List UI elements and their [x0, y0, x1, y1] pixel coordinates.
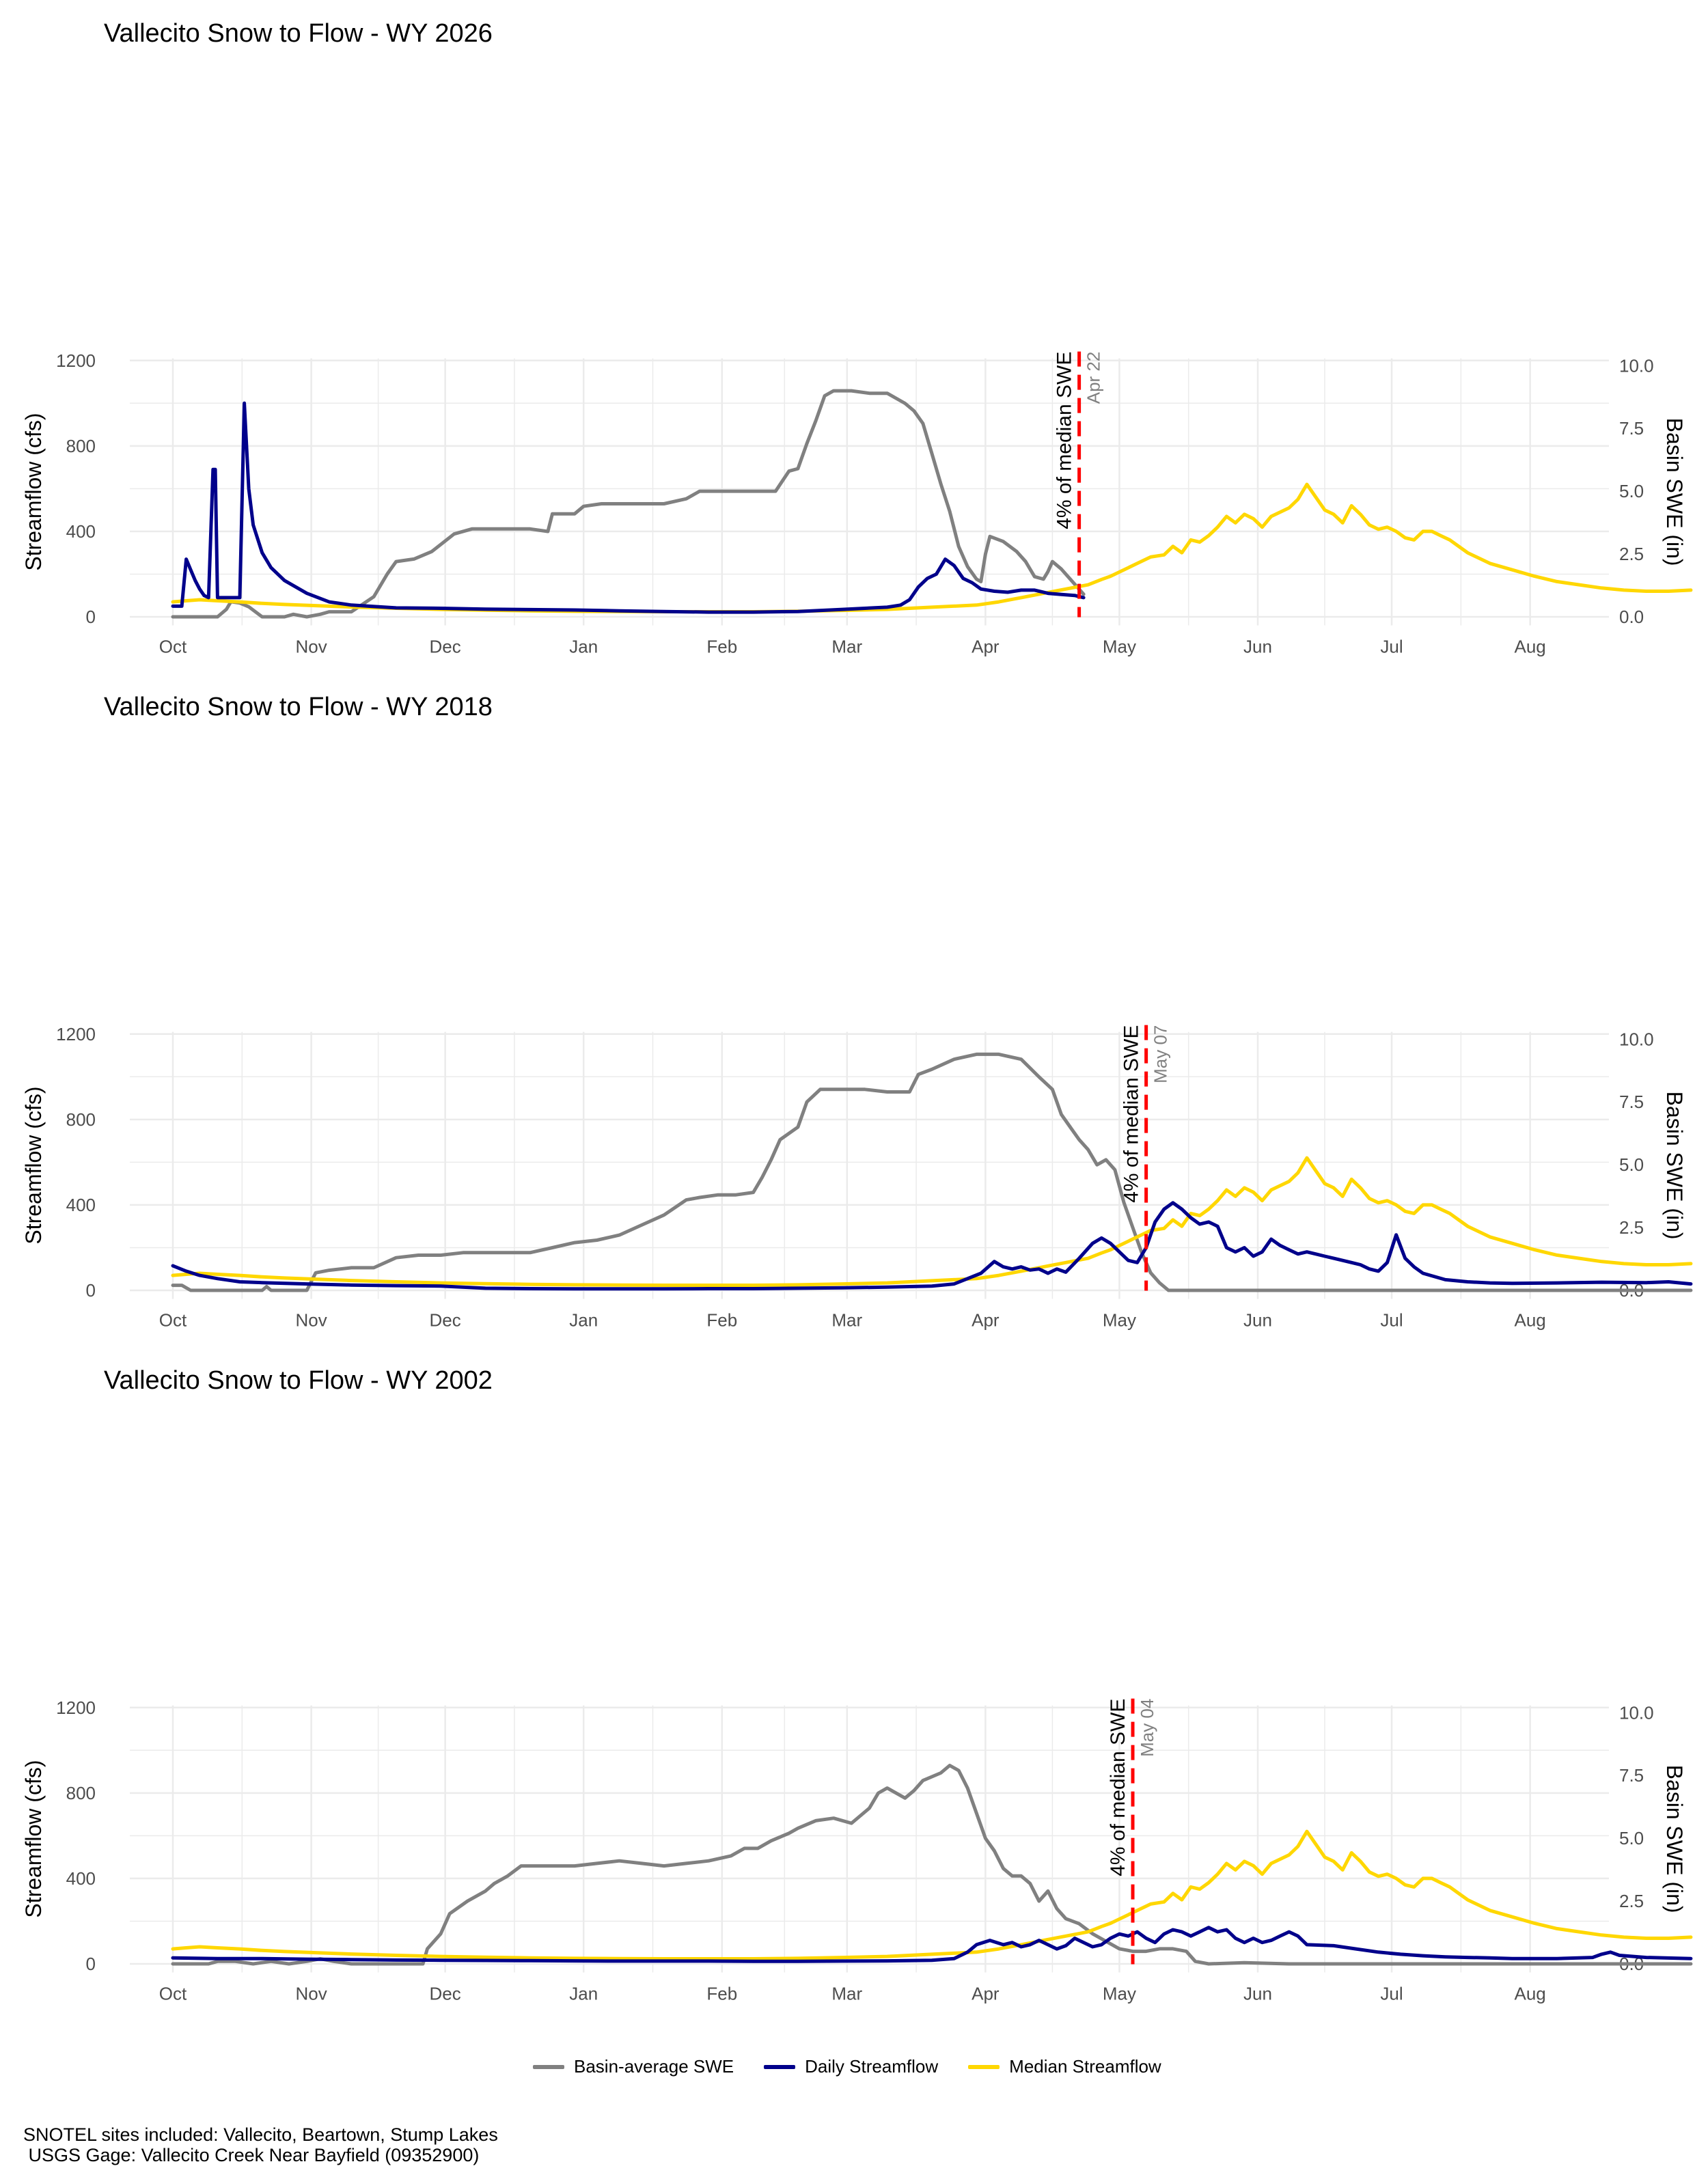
- x-tick-label-0-5: Mar: [831, 637, 862, 657]
- y2-tick-label-0-0: 0.0: [1619, 607, 1644, 627]
- x-tick-label-0-6: Apr: [972, 637, 1000, 657]
- x-tick-label-1-4: Feb: [706, 1310, 737, 1331]
- x-tick-label-1-6: Apr: [972, 1310, 1000, 1331]
- daily-streamflow-line-1: [171, 1201, 1693, 1291]
- x-tick-label-1-10: Aug: [1515, 1310, 1546, 1331]
- y-tick-label-0-3: 1200: [56, 350, 96, 371]
- marker-label-2: 4% of median SWE: [1107, 1699, 1129, 1876]
- legend-item-daily: Daily Streamflow: [764, 2056, 938, 2077]
- y-tick-label-1-0: 0: [86, 1280, 96, 1301]
- x-tick-label-0-2: Dec: [430, 637, 461, 657]
- x-tick-label-1-7: May: [1103, 1310, 1136, 1331]
- x-tick-label-2-7: May: [1103, 1984, 1136, 2004]
- median-streamflow-line-2: [171, 1829, 1693, 1960]
- x-tick-label-2-8: Jun: [1243, 1984, 1272, 2004]
- x-tick-label-0-0: Oct: [159, 637, 187, 657]
- median-streamflow-line-0: [171, 482, 1693, 613]
- x-tick-label-1-2: Dec: [430, 1310, 461, 1331]
- panel-title-wy2002: Vallecito Snow to Flow - WY 2002: [104, 1366, 493, 1395]
- x-tick-label-0-1: Nov: [295, 637, 327, 657]
- panel-title-wy2018: Vallecito Snow to Flow - WY 2018: [104, 693, 493, 721]
- y2-tick-label-0-3: 7.5: [1619, 418, 1644, 439]
- x-tick-label-1-3: Jan: [569, 1310, 598, 1331]
- x-tick-label-2-4: Feb: [706, 1984, 737, 2004]
- y2-tick-label-1-2: 5.0: [1619, 1154, 1644, 1175]
- marker-label-1: 4% of median SWE: [1120, 1025, 1143, 1203]
- x-tick-label-1-5: Mar: [831, 1310, 862, 1331]
- x-tick-label-2-5: Mar: [831, 1984, 862, 2004]
- y-tick-label-0-2: 800: [66, 436, 96, 456]
- y2-tick-label-2-3: 7.5: [1619, 1765, 1644, 1786]
- x-tick-label-2-3: Jan: [569, 1984, 598, 2004]
- x-tick-label-0-3: Jan: [569, 637, 598, 657]
- x-tick-label-2-1: Nov: [295, 1984, 327, 2004]
- y-axis-title-0: Streamflow (cfs): [21, 413, 46, 571]
- legend-label-median: Median Streamflow: [1009, 2056, 1161, 2077]
- x-tick-label-2-2: Dec: [430, 1984, 461, 2004]
- caption-snotel: SNOTEL sites included: Vallecito, Bearto…: [23, 2124, 498, 2145]
- legend-item-median: Median Streamflow: [968, 2056, 1161, 2077]
- median-streamflow-line-1: [171, 1156, 1693, 1287]
- y-tick-label-1-2: 800: [66, 1109, 96, 1130]
- y-tick-label-2-0: 0: [86, 1954, 96, 1974]
- y2-tick-label-2-1: 2.5: [1619, 1891, 1644, 1911]
- legend-swatch-swe: [533, 2064, 564, 2069]
- y-tick-label-1-3: 1200: [56, 1024, 96, 1044]
- x-tick-label-2-6: Apr: [972, 1984, 1000, 2004]
- x-tick-label-1-0: Oct: [159, 1310, 187, 1331]
- swe-line-0: [171, 389, 1086, 619]
- legend-item-swe: Basin-average SWE: [533, 2056, 734, 2077]
- legend-label-daily: Daily Streamflow: [805, 2056, 939, 2077]
- marker-label-0: 4% of median SWE: [1053, 352, 1076, 529]
- x-tick-label-2-10: Aug: [1515, 1984, 1546, 2004]
- x-tick-label-0-10: Aug: [1515, 637, 1546, 657]
- marker-date-2: May 04: [1137, 1699, 1157, 1757]
- swe-line-1: [171, 1052, 1693, 1292]
- y-tick-label-1-1: 400: [66, 1195, 96, 1215]
- y2-tick-label-2-2: 5.0: [1619, 1828, 1644, 1848]
- swe-line-2: [171, 1764, 1693, 1966]
- legend: Basin-average SWE Daily Streamflow Media…: [533, 2056, 1161, 2077]
- legend-swatch-daily: [764, 2064, 796, 2069]
- y2-tick-label-0-4: 10.0: [1619, 355, 1654, 376]
- x-tick-label-2-0: Oct: [159, 1984, 187, 2004]
- marker-date-1: May 07: [1151, 1025, 1171, 1083]
- y2-axis-title-2: Basin SWE (in): [1662, 1765, 1687, 1913]
- daily-streamflow-line-0: [171, 401, 1086, 614]
- x-tick-label-0-9: Jul: [1380, 637, 1403, 657]
- y2-tick-label-1-1: 2.5: [1619, 1217, 1644, 1238]
- y2-axis-title-1: Basin SWE (in): [1662, 1092, 1687, 1240]
- y2-tick-label-2-4: 10.0: [1619, 1702, 1654, 1723]
- y-tick-label-2-2: 800: [66, 1783, 96, 1803]
- y2-tick-label-1-4: 10.0: [1619, 1029, 1654, 1049]
- y-tick-label-0-1: 400: [66, 521, 96, 542]
- y-tick-label-0-0: 0: [86, 607, 96, 627]
- y-axis-title-2: Streamflow (cfs): [21, 1760, 46, 1918]
- y2-tick-label-0-2: 5.0: [1619, 481, 1644, 501]
- x-tick-label-0-8: Jun: [1243, 637, 1272, 657]
- legend-label-swe: Basin-average SWE: [574, 2056, 734, 2077]
- y-tick-label-2-1: 400: [66, 1868, 96, 1889]
- x-tick-label-0-4: Feb: [706, 637, 737, 657]
- x-tick-label-1-1: Nov: [295, 1310, 327, 1331]
- x-tick-label-1-8: Jun: [1243, 1310, 1272, 1331]
- y2-axis-title-0: Basin SWE (in): [1662, 418, 1687, 566]
- y-axis-title-1: Streamflow (cfs): [21, 1087, 46, 1245]
- y2-tick-label-1-3: 7.5: [1619, 1092, 1644, 1112]
- x-tick-label-2-9: Jul: [1380, 1984, 1403, 2004]
- y-tick-label-2-3: 1200: [56, 1697, 96, 1718]
- legend-swatch-median: [968, 2064, 1000, 2069]
- panel-title-wy2026: Vallecito Snow to Flow - WY 2026: [104, 19, 493, 48]
- x-tick-label-0-7: May: [1103, 637, 1136, 657]
- y2-tick-label-0-1: 2.5: [1619, 544, 1644, 564]
- caption-usgs: USGS Gage: Vallecito Creek Near Bayfield…: [23, 2145, 480, 2165]
- marker-date-0: Apr 22: [1084, 352, 1104, 404]
- daily-streamflow-line-2: [171, 1926, 1693, 1963]
- x-tick-label-1-9: Jul: [1380, 1310, 1403, 1331]
